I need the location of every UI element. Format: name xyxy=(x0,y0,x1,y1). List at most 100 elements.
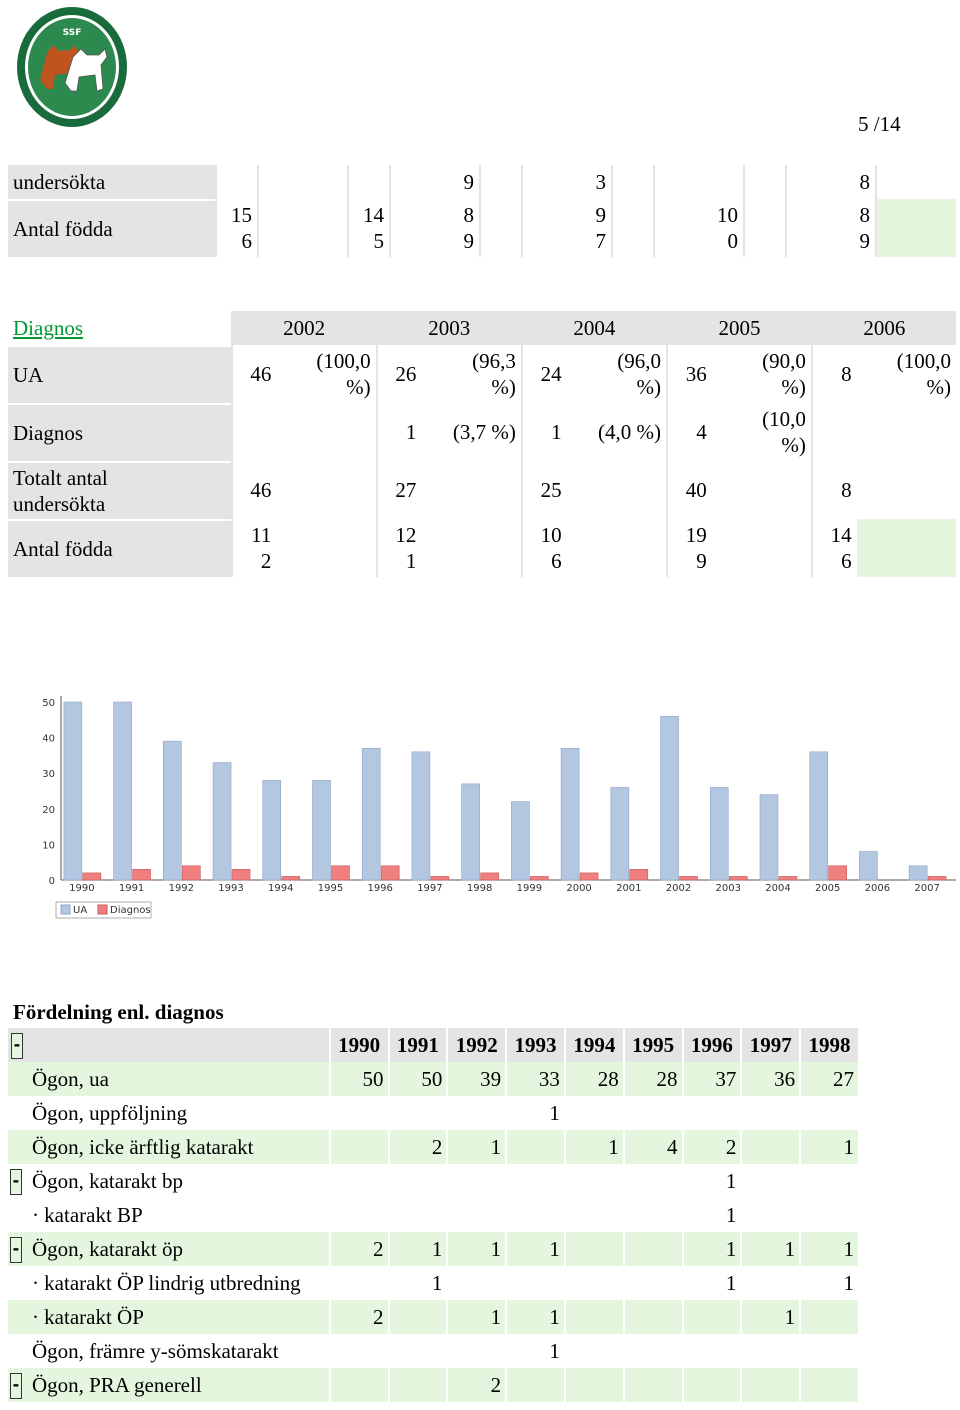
count-cell xyxy=(230,403,277,461)
percent-cell xyxy=(857,461,956,519)
toggle-cell: - xyxy=(8,1164,26,1198)
summary-table-top: undersökta 9 3 8 Antal födda 15 6 14 5 8… xyxy=(8,165,956,257)
count-cell xyxy=(563,1334,623,1368)
bar-diagnos xyxy=(82,872,102,881)
cell xyxy=(479,165,521,199)
count-cell: 1 xyxy=(740,1300,800,1334)
count-cell xyxy=(622,1096,682,1130)
row-label: Ögon, icke ärftlig katarakt xyxy=(25,1130,329,1164)
count-cell: 37 xyxy=(681,1062,741,1096)
x-tick-label: 1990 xyxy=(69,883,94,894)
count-cell xyxy=(563,1368,623,1402)
year-header: 1998 xyxy=(799,1028,858,1062)
table-row: Ögon, icke ärftlig katarakt 2 1 1 4 2 1 xyxy=(8,1130,858,1164)
count-cell xyxy=(387,1368,447,1402)
row-label: Antal födda xyxy=(8,199,215,257)
percent-cell: (90,0 %) xyxy=(762,349,806,399)
count-cell: 28 xyxy=(563,1062,623,1096)
x-tick-label: 2004 xyxy=(765,883,790,894)
bar-diagnos xyxy=(480,872,499,881)
count-cell xyxy=(328,1096,388,1130)
count-cell xyxy=(387,1096,447,1130)
collapse-toggle[interactable]: - xyxy=(10,1373,22,1399)
count-cell: 1 xyxy=(799,1232,858,1266)
year-header: 2006 xyxy=(810,311,956,345)
table-header-row: Diagnos 2002 2003 2004 2005 2006 xyxy=(8,311,956,345)
bar-ua xyxy=(660,715,679,881)
percent-cell: (3,7 %) xyxy=(452,420,516,444)
count-cell: 50 xyxy=(387,1062,447,1096)
row-label: Totalt antal undersökta xyxy=(8,461,231,519)
count-cell: 12 1 xyxy=(375,519,422,577)
year-header: 1996 xyxy=(681,1028,741,1062)
count-cell xyxy=(740,1164,800,1198)
table-row: - Ögon, katarakt öp 2 1 1 1 1 1 1 xyxy=(8,1232,858,1266)
count-cell xyxy=(328,1266,388,1300)
count-cell xyxy=(505,1368,564,1402)
bar-diagnos xyxy=(927,876,947,881)
bar-diagnos xyxy=(132,869,151,881)
x-tick-label: 1995 xyxy=(318,883,343,894)
count-cell xyxy=(799,1198,858,1232)
percent-cell: (4,0 %) xyxy=(598,420,662,444)
collapse-toggle[interactable]: - xyxy=(10,1033,23,1059)
count-cell: 1 xyxy=(387,1232,447,1266)
count-cell xyxy=(387,1198,447,1232)
count-cell: 33 xyxy=(505,1062,564,1096)
row-label: Ögon, katarakt öp xyxy=(25,1232,329,1266)
count-cell xyxy=(740,1266,800,1300)
count-cell xyxy=(799,1300,858,1334)
count-cell xyxy=(622,1232,682,1266)
count-cell xyxy=(740,1334,800,1368)
cell xyxy=(653,165,743,199)
percent-cell xyxy=(421,461,520,519)
percent-cell xyxy=(276,519,375,577)
count-cell: 1 xyxy=(387,1266,447,1300)
count-cell: 1 xyxy=(446,1130,506,1164)
cell: 3 xyxy=(521,165,611,199)
x-tick-label: 1993 xyxy=(218,883,243,894)
count-cell: 1 xyxy=(681,1198,741,1232)
count-cell: 1 xyxy=(681,1164,741,1198)
y-tick-label: 20 xyxy=(42,805,55,816)
cell xyxy=(257,199,347,257)
count-cell: 1 xyxy=(740,1232,800,1266)
bar-diagnos xyxy=(828,865,847,881)
bar-diagnos xyxy=(281,876,301,881)
row-label: Antal födda xyxy=(8,519,231,577)
toggle-cell xyxy=(8,1062,26,1096)
bar-ua xyxy=(511,801,530,881)
table-row: Totalt antal undersökta 46 27 25 40 8 xyxy=(8,461,956,519)
count-cell xyxy=(740,1198,800,1232)
count-cell xyxy=(740,1096,800,1130)
count-cell: 36 xyxy=(666,345,712,403)
count-cell xyxy=(505,1130,564,1164)
count-cell xyxy=(799,1096,858,1130)
collapse-toggle[interactable]: - xyxy=(10,1237,22,1263)
count-cell xyxy=(622,1300,682,1334)
table-row: Ögon, främre y-sömskatarakt 1 xyxy=(8,1334,858,1368)
cell: 9 xyxy=(389,165,479,199)
toggle-cell xyxy=(8,1266,26,1300)
y-tick-label: 50 xyxy=(42,698,55,709)
cell xyxy=(611,165,653,199)
count-cell: 19 9 xyxy=(666,519,712,577)
count-cell xyxy=(505,1198,564,1232)
percent-cell xyxy=(276,461,375,519)
x-tick-label: 2003 xyxy=(716,883,741,894)
percent-cell: (100,0 %) xyxy=(316,349,371,399)
count-cell: 2 xyxy=(387,1130,447,1164)
x-tick-label: 1998 xyxy=(467,883,492,894)
count-cell xyxy=(446,1198,506,1232)
count-cell: 2 xyxy=(328,1232,388,1266)
diagnosis-year-table: Diagnos 2002 2003 2004 2005 2006 UA 46 (10… xyxy=(8,311,956,577)
logo-ssf: SSF xyxy=(63,28,82,38)
x-tick-label: 1996 xyxy=(367,883,392,894)
percent-cell xyxy=(421,519,520,577)
diagnos-link[interactable]: Diagnos xyxy=(13,316,83,340)
bar-diagnos xyxy=(182,865,201,881)
collapse-toggle[interactable]: - xyxy=(10,1169,22,1195)
count-cell: 1 xyxy=(681,1232,741,1266)
count-cell xyxy=(622,1164,682,1198)
count-cell: 27 xyxy=(375,461,422,519)
